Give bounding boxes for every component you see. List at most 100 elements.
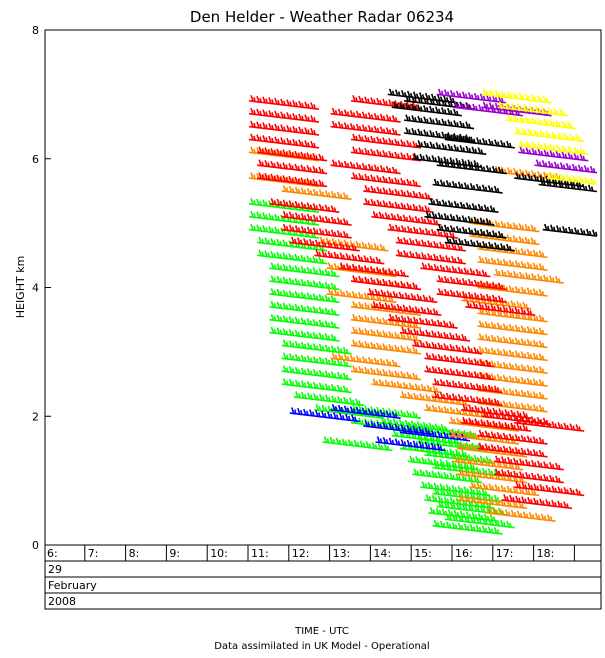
- wind-barb-row: [269, 288, 340, 304]
- y-axis-label: HEIGHT km: [14, 256, 27, 319]
- wind-barb-row: [248, 133, 320, 149]
- wind-barb-row: [424, 210, 495, 226]
- wind-barb-row: [257, 146, 328, 162]
- date-month: February: [48, 579, 97, 592]
- wind-barb-row: [314, 249, 385, 265]
- wind-barb-row: [269, 313, 340, 329]
- wind-barb-row: [477, 320, 548, 336]
- wind-barb-row: [436, 223, 507, 239]
- wind-barb-row: [420, 262, 491, 278]
- wind-barb-row: [399, 391, 471, 407]
- footnote: Data assimilated in UK Model - Operation…: [214, 641, 429, 652]
- wind-barb-row: [330, 107, 401, 123]
- y-axis-ticks: 0 2 4 6 8: [32, 24, 51, 552]
- wind-barb-row: [428, 198, 499, 214]
- wind-barb-row: [477, 429, 548, 445]
- wind-barb-row: [350, 172, 422, 188]
- wind-barb-row: [456, 494, 528, 510]
- wind-barb-row: [281, 378, 352, 394]
- x-tick-label: 12:: [292, 547, 310, 560]
- wind-barb-row: [514, 416, 585, 432]
- wind-barb-row: [350, 313, 422, 329]
- date-year: 2008: [48, 595, 76, 608]
- wind-barb-row: [391, 101, 462, 117]
- x-axis-label: TIME - UTC: [294, 626, 349, 637]
- wind-barb-row: [477, 333, 548, 349]
- y-tick-label: 0: [32, 539, 39, 552]
- wind-barb-row: [269, 301, 340, 317]
- wind-barb-row: [330, 120, 401, 136]
- wind-barb-row: [281, 339, 352, 355]
- date-day: 29: [48, 563, 62, 576]
- wind-barb-row: [350, 339, 422, 355]
- wind-barb-row: [514, 127, 585, 143]
- wind-barb-row: [444, 133, 515, 149]
- wind-barb-row: [257, 159, 328, 175]
- wind-barb-row: [493, 468, 564, 484]
- wind-barb-row: [436, 288, 507, 304]
- wind-barb-row: [538, 178, 598, 193]
- wind-barb-row: [350, 326, 422, 342]
- wind-barb-row: [293, 391, 364, 407]
- wind-barb-row: [281, 185, 352, 201]
- wind-barb-row: [387, 313, 458, 329]
- chart-title: Den Helder - Weather Radar 06234: [190, 8, 454, 26]
- wind-barb-row: [395, 249, 466, 265]
- wind-barb-row: [465, 301, 536, 317]
- wind-barb-row: [493, 268, 564, 284]
- wind-barb-row: [289, 407, 360, 423]
- wind-barb-row: [281, 223, 352, 239]
- wind-barb-row: [542, 223, 598, 237]
- wind-barb-row: [403, 127, 475, 143]
- x-tick-label: 13:: [333, 547, 351, 560]
- wind-barb-row: [269, 198, 340, 214]
- x-axis-ticks: 6: 7: 8: 9: 10: 11: 12: 13: 14: 15: 16: 17: 18:: [47, 545, 575, 561]
- wind-barb-row: [326, 288, 397, 304]
- wind-barb-row: [501, 494, 573, 510]
- x-tick-label: 8:: [129, 547, 140, 560]
- wind-barb-row: [432, 391, 503, 407]
- wind-barb-row: [281, 210, 352, 226]
- wind-barb-row: [424, 365, 495, 381]
- x-tick-label: 15:: [414, 547, 432, 560]
- wind-barb-row: [387, 223, 458, 239]
- wind-barb-row: [469, 481, 540, 497]
- wind-barb-row: [452, 455, 524, 471]
- wind-barb-row: [330, 159, 401, 175]
- wind-barb-row: [257, 249, 328, 265]
- wind-barb-row: [387, 88, 458, 104]
- x-tick-label: 16:: [455, 547, 473, 560]
- wind-barb-row: [403, 114, 475, 130]
- x-tick-label: 17:: [496, 547, 514, 560]
- x-tick-label: 11:: [251, 547, 269, 560]
- wind-barb-row: [469, 217, 540, 233]
- wind-barb-row: [436, 275, 507, 291]
- wind-barb-row: [416, 140, 487, 156]
- wind-barb-row: [371, 378, 442, 394]
- wind-barb-row: [330, 404, 401, 420]
- wind-barb-row: [269, 262, 340, 278]
- wind-barb-row: [514, 481, 585, 497]
- wind-barb-row: [338, 262, 409, 278]
- wind-barb-row: [432, 378, 503, 394]
- wind-barb-row: [444, 236, 515, 252]
- x-tick-label: 18:: [537, 547, 555, 560]
- wind-barb-row: [477, 307, 548, 323]
- x-tick-label: 9:: [169, 547, 180, 560]
- y-tick-label: 4: [32, 282, 39, 295]
- wind-barb-row: [248, 95, 320, 111]
- wind-barb-row: [432, 178, 503, 194]
- wind-barb-row: [448, 429, 520, 445]
- x-tick-label: 7:: [88, 547, 99, 560]
- x-tick-label: 6:: [47, 547, 58, 560]
- wind-barb-row: [371, 301, 442, 317]
- y-tick-label: 2: [32, 410, 39, 423]
- wind-barb-row: [257, 236, 328, 252]
- wind-barb-row: [395, 236, 466, 252]
- wind-barb-row: [477, 442, 548, 458]
- wind-barb-row: [477, 384, 548, 400]
- wind-barb-row: [481, 88, 552, 104]
- wind-barb-row: [412, 152, 483, 168]
- wind-barb-row: [248, 107, 320, 123]
- wind-barb-row: [477, 255, 548, 271]
